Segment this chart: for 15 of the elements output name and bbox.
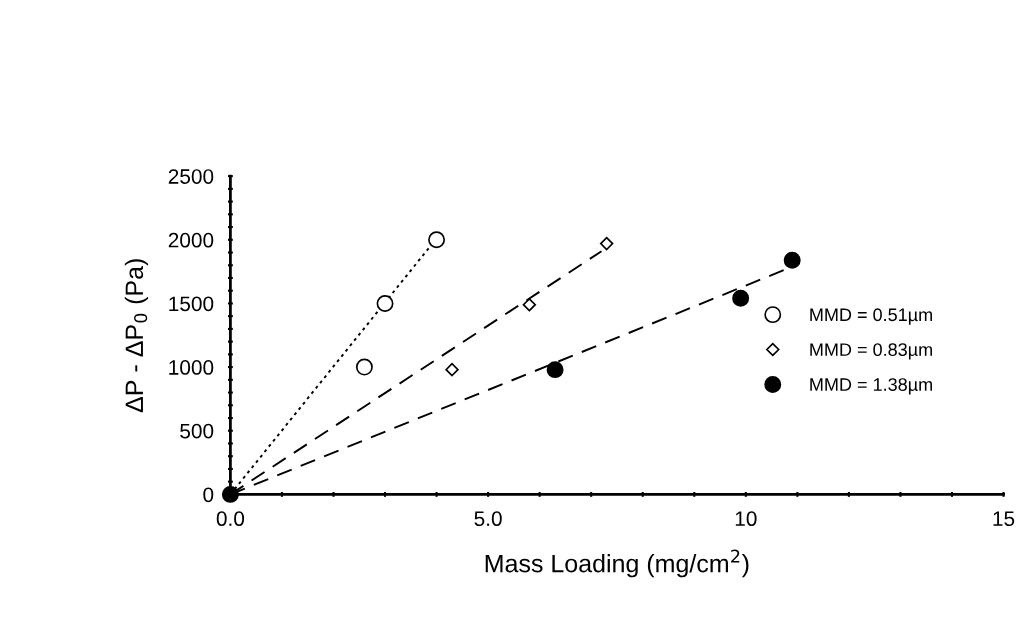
y-tick-label: 2500 (168, 169, 214, 184)
legend-label: MMD = 0.51µm (810, 308, 932, 325)
y-tick-label: 0 (203, 487, 214, 503)
y-tick-label: 1000 (169, 360, 214, 375)
legend-label: MMD = 0.83µm (810, 343, 932, 360)
y-tick-label: 500 (180, 423, 214, 439)
legend-label: MMD = 1.38µm (810, 378, 932, 395)
y-axis-title: ΔP - ΔP$_{0}$ (Pa) (124, 259, 149, 413)
x-tick-label: 15 (993, 511, 1015, 527)
y-tick-label: 2000 (168, 232, 214, 248)
x-tick-label: 0.0 (216, 511, 245, 527)
y-tick-label: 1500 (169, 296, 214, 312)
x-tick-label: 10 (735, 511, 757, 527)
x-tick-label: 5.0 (474, 511, 502, 527)
x-axis-title: Mass Loading (mg/cm$^{2}$) (485, 549, 749, 578)
